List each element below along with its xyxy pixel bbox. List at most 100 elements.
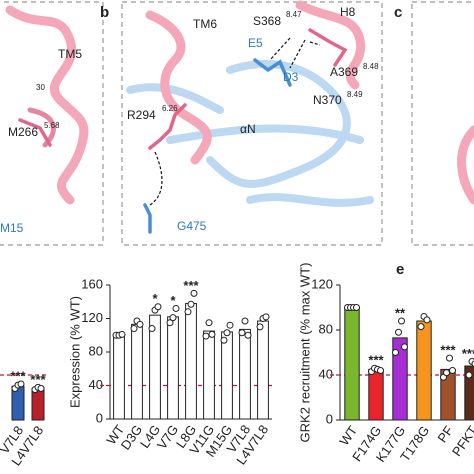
label: N370 bbox=[313, 93, 342, 107]
label: 6.26 bbox=[162, 104, 178, 113]
data-point bbox=[238, 329, 246, 337]
helix bbox=[145, 10, 212, 165]
data-point bbox=[169, 314, 177, 322]
significance: * bbox=[170, 293, 176, 308]
y-tick-label: 40 bbox=[319, 366, 333, 381]
bar bbox=[149, 314, 161, 420]
bar bbox=[392, 337, 408, 421]
bar bbox=[464, 365, 474, 421]
label: S368 bbox=[253, 14, 281, 28]
data-point bbox=[37, 385, 45, 392]
y-tick-label: 120 bbox=[311, 276, 333, 291]
bar bbox=[221, 331, 233, 420]
label: TM6 bbox=[193, 17, 217, 31]
helix bbox=[5, 5, 89, 205]
significance: * bbox=[152, 291, 158, 306]
bar bbox=[416, 320, 432, 421]
bar bbox=[368, 368, 384, 421]
x-tick-label: PFKT bbox=[449, 423, 474, 459]
label: αN bbox=[240, 122, 256, 136]
data-point bbox=[256, 323, 264, 331]
data-point bbox=[118, 330, 126, 338]
label: H8 bbox=[340, 5, 356, 19]
label: M15 bbox=[0, 221, 24, 235]
data-point bbox=[465, 371, 473, 379]
bar bbox=[113, 334, 125, 420]
significance: *** bbox=[368, 353, 384, 368]
ribbon bbox=[126, 83, 374, 207]
significance: *** bbox=[440, 343, 456, 358]
bar bbox=[31, 388, 45, 421]
bar bbox=[239, 328, 251, 420]
bar bbox=[257, 320, 269, 420]
bar bbox=[440, 368, 456, 421]
data-point bbox=[443, 369, 450, 377]
label: D3 bbox=[283, 70, 299, 84]
data-point bbox=[202, 332, 210, 340]
sidechain bbox=[308, 28, 348, 67]
bar bbox=[185, 302, 197, 420]
x-tick-label: PF bbox=[434, 423, 456, 445]
data-point bbox=[446, 354, 453, 362]
sidechain bbox=[148, 103, 187, 150]
label: 8.48 bbox=[363, 62, 379, 71]
significance: ** bbox=[395, 305, 406, 320]
data-point bbox=[401, 343, 408, 351]
label: 5.68 bbox=[44, 121, 60, 130]
data-point bbox=[398, 317, 405, 325]
y-tick-label: 80 bbox=[319, 321, 333, 336]
panel-c-frame bbox=[411, 1, 474, 246]
data-point bbox=[220, 336, 228, 344]
data-point bbox=[154, 303, 162, 311]
data-point bbox=[190, 289, 198, 297]
bar bbox=[203, 330, 215, 420]
bar bbox=[167, 316, 179, 420]
significance: **** bbox=[462, 346, 474, 361]
label: 8.49 bbox=[347, 90, 363, 99]
y-tick-label: 0 bbox=[96, 410, 103, 425]
label: A369 bbox=[330, 65, 358, 79]
label: G475 bbox=[177, 219, 207, 233]
data-point bbox=[187, 300, 195, 308]
panel-b-frame bbox=[121, 1, 383, 246]
data-point bbox=[244, 331, 252, 339]
label: R294 bbox=[127, 108, 156, 122]
data-point bbox=[377, 367, 384, 374]
hbond bbox=[149, 37, 321, 206]
y-tick-label: 0 bbox=[326, 411, 333, 426]
label: 8.47 bbox=[286, 10, 302, 19]
data-point bbox=[392, 349, 399, 356]
panel-label: e bbox=[396, 261, 404, 278]
data-point bbox=[184, 308, 192, 316]
panel-a-frame bbox=[0, 1, 104, 246]
y-axis-label: Expression (% WT) bbox=[67, 296, 82, 408]
helix bbox=[457, 125, 474, 205]
data-point bbox=[136, 320, 144, 328]
sidechain bbox=[253, 58, 292, 87]
helix bbox=[295, 0, 366, 90]
data-point bbox=[223, 329, 231, 337]
label: TM5 bbox=[58, 47, 82, 61]
sidechain bbox=[18, 118, 52, 147]
y-tick-label: 160 bbox=[81, 276, 103, 291]
data-point bbox=[395, 328, 402, 336]
label: M266 bbox=[8, 125, 38, 139]
data-point bbox=[205, 319, 213, 327]
sidechain bbox=[143, 203, 152, 234]
label: 30 bbox=[36, 83, 45, 92]
data-point bbox=[353, 304, 360, 311]
data-point bbox=[449, 367, 456, 374]
data-point bbox=[226, 321, 234, 329]
data-point bbox=[166, 319, 174, 327]
data-point bbox=[17, 380, 25, 388]
data-point bbox=[172, 304, 180, 312]
bar bbox=[131, 323, 143, 420]
y-tick-label: 40 bbox=[89, 377, 103, 392]
significance: *** bbox=[30, 372, 46, 387]
bar bbox=[344, 307, 360, 421]
data-point bbox=[423, 316, 431, 324]
panel-label: b bbox=[100, 4, 109, 21]
y-tick-label: 80 bbox=[89, 343, 103, 358]
